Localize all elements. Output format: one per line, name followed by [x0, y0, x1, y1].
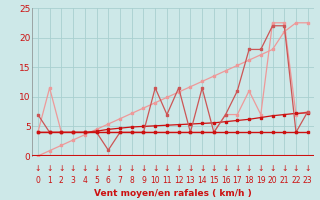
Text: 17: 17: [233, 176, 242, 185]
Text: ↓: ↓: [293, 164, 299, 173]
Text: ↓: ↓: [58, 164, 65, 173]
Text: 9: 9: [141, 176, 146, 185]
Text: ↓: ↓: [187, 164, 194, 173]
Text: 20: 20: [268, 176, 277, 185]
Text: 7: 7: [117, 176, 123, 185]
Text: 8: 8: [129, 176, 134, 185]
Text: 13: 13: [186, 176, 195, 185]
Text: 1: 1: [47, 176, 52, 185]
Text: 22: 22: [291, 176, 301, 185]
Text: ↓: ↓: [269, 164, 276, 173]
Text: Vent moyen/en rafales ( km/h ): Vent moyen/en rafales ( km/h ): [94, 189, 252, 198]
Text: ↓: ↓: [105, 164, 111, 173]
Text: 23: 23: [303, 176, 313, 185]
Text: ↓: ↓: [35, 164, 41, 173]
Text: 19: 19: [256, 176, 266, 185]
Text: 5: 5: [94, 176, 99, 185]
Text: ↓: ↓: [164, 164, 170, 173]
Text: ↓: ↓: [117, 164, 123, 173]
Text: ↓: ↓: [246, 164, 252, 173]
Text: ↓: ↓: [175, 164, 182, 173]
Text: ↓: ↓: [281, 164, 287, 173]
Text: ↓: ↓: [199, 164, 205, 173]
Text: 2: 2: [59, 176, 64, 185]
Text: 10: 10: [150, 176, 160, 185]
Text: 14: 14: [197, 176, 207, 185]
Text: ↓: ↓: [305, 164, 311, 173]
Text: 11: 11: [162, 176, 172, 185]
Text: ↓: ↓: [70, 164, 76, 173]
Text: ↓: ↓: [258, 164, 264, 173]
Text: ↓: ↓: [82, 164, 88, 173]
Text: ↓: ↓: [152, 164, 158, 173]
Text: 4: 4: [82, 176, 87, 185]
Text: ↓: ↓: [222, 164, 229, 173]
Text: ↓: ↓: [211, 164, 217, 173]
Text: 15: 15: [209, 176, 219, 185]
Text: 3: 3: [71, 176, 76, 185]
Text: ↓: ↓: [46, 164, 53, 173]
Text: 0: 0: [36, 176, 40, 185]
Text: 21: 21: [279, 176, 289, 185]
Text: ↓: ↓: [129, 164, 135, 173]
Text: 12: 12: [174, 176, 183, 185]
Text: ↓: ↓: [93, 164, 100, 173]
Text: ↓: ↓: [140, 164, 147, 173]
Text: 18: 18: [244, 176, 254, 185]
Text: 6: 6: [106, 176, 111, 185]
Text: ↓: ↓: [234, 164, 241, 173]
Text: 16: 16: [221, 176, 230, 185]
